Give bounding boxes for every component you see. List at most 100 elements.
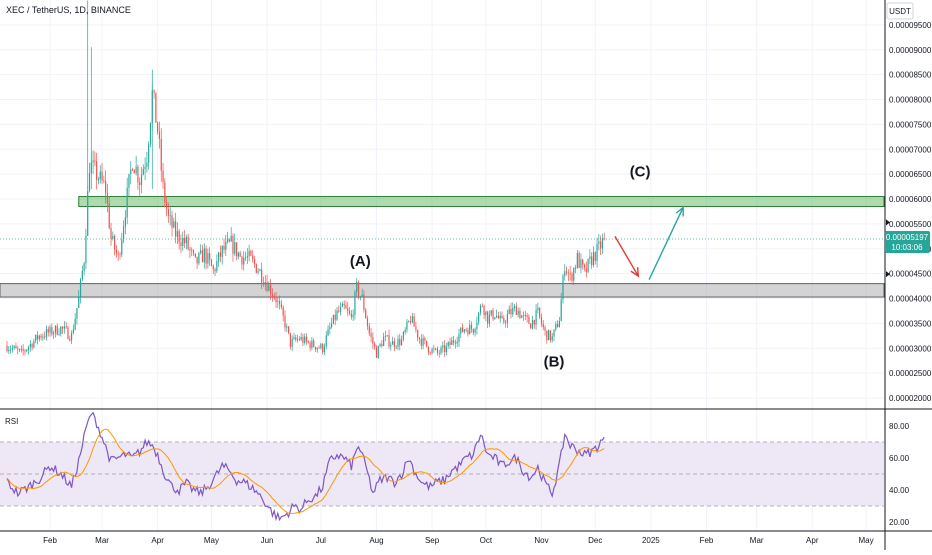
candle-body bbox=[63, 326, 65, 329]
last-price-tag: 0.00005197 10:03:06 bbox=[885, 230, 930, 253]
candle bbox=[35, 334, 37, 343]
candle-body bbox=[189, 248, 191, 251]
candle-body bbox=[296, 338, 299, 340]
candle-body bbox=[8, 349, 10, 352]
candle-body bbox=[435, 348, 437, 350]
candle-body bbox=[119, 254, 121, 256]
candle bbox=[187, 233, 189, 251]
candle-body bbox=[519, 310, 521, 318]
candle-body bbox=[454, 342, 456, 344]
candle bbox=[305, 333, 308, 345]
rsi-ma-line bbox=[6, 428, 605, 515]
candle-body bbox=[544, 327, 546, 331]
candle-body bbox=[72, 329, 74, 334]
candle bbox=[318, 345, 320, 349]
candle bbox=[307, 340, 309, 344]
candle-body bbox=[29, 343, 31, 348]
candle bbox=[87, 185, 89, 236]
x-tick-label: Jul bbox=[316, 536, 326, 545]
candle bbox=[115, 244, 118, 258]
rsi-label: RSI bbox=[5, 417, 18, 426]
candle bbox=[323, 343, 326, 356]
candle bbox=[15, 342, 17, 349]
candle-body bbox=[255, 263, 257, 273]
candle bbox=[53, 330, 55, 339]
candle bbox=[244, 251, 247, 262]
candle bbox=[291, 335, 293, 352]
candle-body bbox=[126, 187, 128, 218]
candle bbox=[587, 258, 589, 274]
candle bbox=[409, 315, 412, 325]
wave-label: (C) bbox=[630, 164, 651, 181]
candle bbox=[438, 350, 440, 358]
candle-body bbox=[117, 253, 119, 255]
candle-body bbox=[481, 305, 483, 307]
candle bbox=[571, 271, 573, 285]
candle bbox=[239, 250, 241, 258]
candle bbox=[531, 315, 534, 330]
candle-body bbox=[131, 169, 134, 171]
candle bbox=[424, 336, 426, 345]
candle bbox=[216, 254, 218, 274]
x-tick-label: Aug bbox=[369, 536, 383, 545]
candle-body bbox=[506, 314, 508, 323]
candle bbox=[537, 302, 539, 314]
candle-body bbox=[157, 122, 159, 132]
candle bbox=[512, 302, 514, 317]
candle-body bbox=[542, 323, 544, 328]
candle bbox=[65, 321, 67, 330]
candle-body bbox=[200, 250, 202, 254]
candle-body bbox=[573, 268, 575, 281]
candle-body bbox=[557, 324, 559, 327]
price-tick-label: 0.00006000 bbox=[889, 195, 932, 204]
candle-body bbox=[218, 252, 220, 262]
candle bbox=[280, 299, 283, 310]
currency-unit-button[interactable]: USDT bbox=[886, 2, 914, 20]
candle bbox=[44, 331, 46, 340]
candle-body bbox=[261, 269, 263, 283]
candle-body bbox=[223, 246, 225, 250]
candle bbox=[207, 248, 209, 269]
candle-body bbox=[241, 256, 243, 265]
candle bbox=[390, 341, 392, 351]
candle bbox=[583, 263, 586, 272]
candle bbox=[131, 167, 134, 172]
candle bbox=[45, 325, 48, 341]
candle bbox=[166, 196, 168, 217]
candle-body bbox=[35, 334, 37, 341]
candle bbox=[76, 307, 78, 325]
candle bbox=[11, 344, 13, 353]
candle-body bbox=[79, 279, 82, 297]
candle bbox=[435, 347, 437, 351]
candle-body bbox=[44, 336, 46, 338]
x-tick-label: 2025 bbox=[642, 536, 660, 545]
candle-body bbox=[332, 314, 335, 324]
candle bbox=[271, 288, 274, 302]
candle bbox=[345, 300, 347, 309]
candle-body bbox=[571, 273, 573, 281]
candle bbox=[29, 340, 31, 352]
candle bbox=[94, 151, 96, 167]
candle-body bbox=[171, 215, 173, 228]
candle bbox=[322, 343, 324, 355]
candle bbox=[354, 289, 356, 320]
candle-body bbox=[216, 261, 218, 272]
candle bbox=[140, 167, 143, 194]
candle-body bbox=[334, 314, 336, 320]
candle-body bbox=[70, 333, 73, 341]
candle bbox=[164, 178, 166, 208]
candle-body bbox=[115, 249, 118, 254]
candle bbox=[212, 264, 214, 275]
candle bbox=[524, 310, 526, 320]
candle bbox=[130, 161, 132, 185]
candle-body bbox=[329, 326, 331, 330]
candle-body bbox=[366, 318, 369, 327]
candle-body bbox=[112, 235, 114, 239]
candle bbox=[347, 301, 349, 317]
candle bbox=[167, 202, 170, 223]
candle-body bbox=[6, 345, 8, 352]
candle bbox=[36, 331, 39, 345]
candle bbox=[533, 319, 535, 329]
candle bbox=[460, 327, 462, 339]
candle-body bbox=[501, 315, 503, 319]
